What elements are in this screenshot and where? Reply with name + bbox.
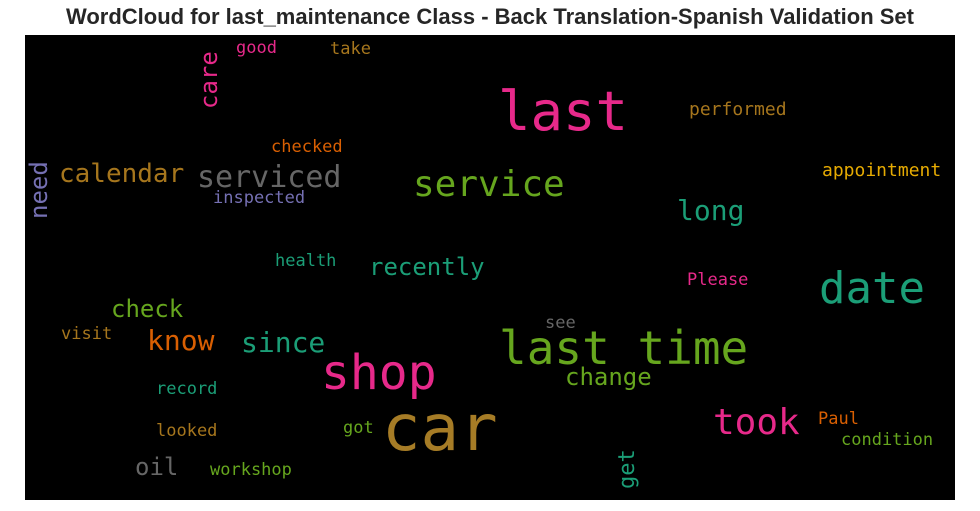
word-car: car <box>382 392 498 466</box>
word-record: record <box>156 379 218 399</box>
word-oil: oil <box>135 453 179 481</box>
word-condition: condition <box>841 430 934 450</box>
word-workshop: workshop <box>210 460 292 480</box>
word-calendar: calendar <box>59 159 185 189</box>
word-check: check <box>111 295 184 323</box>
word-performed: performed <box>689 99 787 120</box>
word-health: health <box>275 251 337 271</box>
word-appointment: appointment <box>822 160 942 181</box>
chart-title: WordCloud for last_maintenance Class - B… <box>65 4 914 29</box>
word-checked: checked <box>271 137 343 157</box>
word-took: took <box>713 402 800 443</box>
word-cloud-canvas: car last last time shop date service took servi… <box>25 35 955 500</box>
word-looked: looked <box>156 421 218 441</box>
word-need: need <box>25 161 53 219</box>
word-recently: recently <box>369 253 485 281</box>
word-long: long <box>677 194 745 227</box>
word-got: got <box>343 418 374 438</box>
word-shop: shop <box>321 345 437 401</box>
word-last: last <box>498 80 629 143</box>
word-good: good <box>236 38 277 58</box>
word-paul: Paul <box>818 409 859 429</box>
word-date: date <box>819 263 925 314</box>
word-change: change <box>565 363 652 391</box>
word-last-time: last time <box>499 321 749 375</box>
word-take: take <box>330 39 371 59</box>
word-know: know <box>147 324 215 357</box>
word-get: get <box>615 449 640 489</box>
word-serviced: serviced <box>197 160 342 195</box>
word-service: service <box>413 164 565 205</box>
word-care: care <box>195 51 223 109</box>
word-visit: visit <box>61 324 113 344</box>
word-inspected: inspected <box>213 188 306 208</box>
word-since: since <box>241 326 326 359</box>
word-see: see <box>545 313 576 333</box>
word-please: Please <box>687 270 749 290</box>
